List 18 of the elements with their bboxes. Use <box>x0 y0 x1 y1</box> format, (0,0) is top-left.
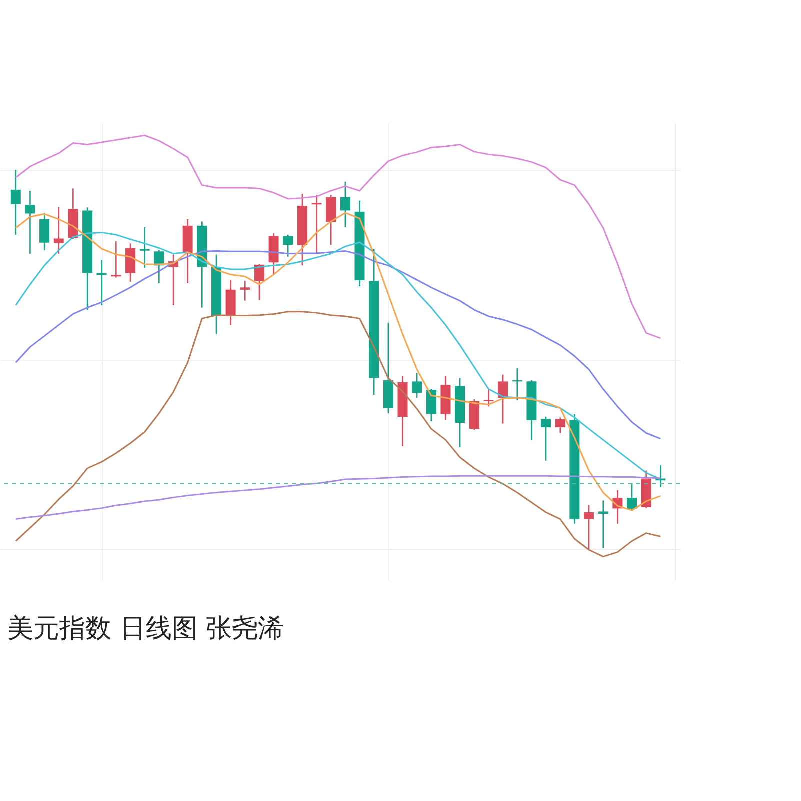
candlestick <box>283 234 294 258</box>
candlestick <box>111 240 122 278</box>
candlestick <box>40 212 50 252</box>
text: 美元指数 日线图 张尧浠 <box>8 614 284 644</box>
candlestick <box>25 190 36 255</box>
candlestick <box>240 280 250 302</box>
candlestick <box>340 181 350 228</box>
candlestick <box>54 206 64 255</box>
candlestick <box>555 417 566 434</box>
candlestick <box>598 500 608 549</box>
candlestick <box>541 416 552 462</box>
candlestick <box>412 372 422 399</box>
candlestick <box>140 226 150 269</box>
candlestick <box>312 194 322 254</box>
candlestick <box>584 504 594 550</box>
candlestick <box>498 374 508 424</box>
candlestick <box>627 482 638 512</box>
candlestick <box>10 169 21 236</box>
